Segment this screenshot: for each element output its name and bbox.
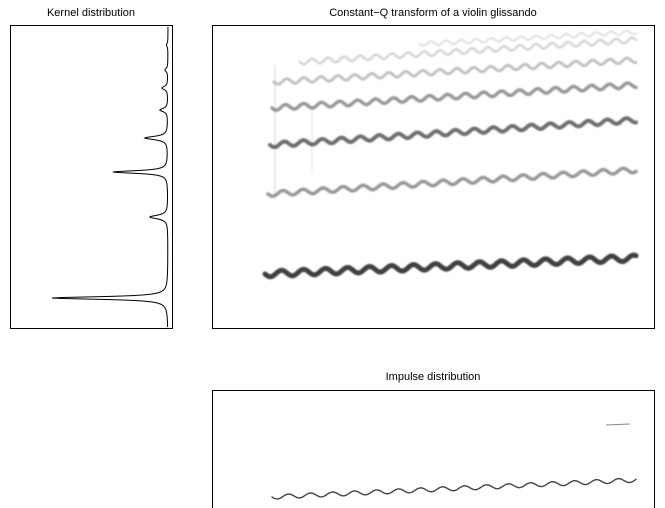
panel-title: Impulse distribution xyxy=(386,371,481,383)
harmonic xyxy=(272,56,638,86)
harmonic xyxy=(270,81,638,112)
impulse-image xyxy=(271,423,637,500)
harmonic xyxy=(298,36,638,66)
panel-title: Constant−Q transform of a violin glissan… xyxy=(329,7,537,19)
spectrogram xyxy=(262,29,639,280)
harmonic xyxy=(271,477,637,500)
panel-frame xyxy=(212,390,655,508)
harmonic xyxy=(266,166,638,198)
artifact xyxy=(605,423,631,426)
harmonic xyxy=(419,29,637,47)
harmonic xyxy=(268,116,638,150)
panel-title: Kernel distribution xyxy=(47,7,135,19)
panel-frame xyxy=(10,25,173,329)
kernel-curve xyxy=(51,27,169,328)
panel-frame xyxy=(212,25,655,329)
harmonic xyxy=(262,252,639,280)
